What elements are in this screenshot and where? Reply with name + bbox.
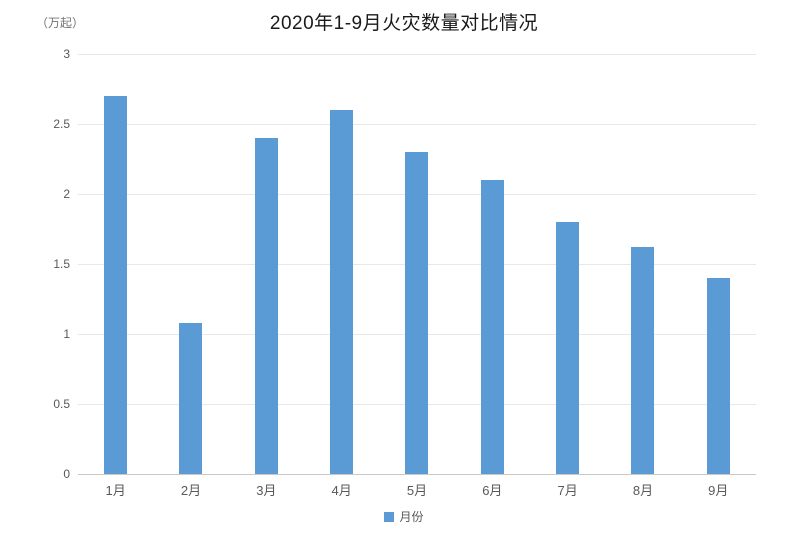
legend-series-label: 月份 [399, 510, 424, 524]
bar [104, 96, 128, 474]
x-tick-label: 6月 [482, 483, 503, 498]
bar-slot-6月 [455, 54, 530, 474]
gridline [78, 124, 756, 125]
x-tick-label: 9月 [708, 483, 729, 498]
legend-swatch-icon [384, 511, 395, 522]
bar [556, 222, 580, 474]
y-axis-unit-label: （万起） [36, 16, 85, 30]
y-axis-tick-labels: 0 0.5 1 1.5 2 2.5 3 [0, 47, 70, 481]
bar-slot-4月 [304, 54, 379, 474]
bar [480, 180, 504, 474]
bar [405, 152, 429, 474]
chart-title: 2020年1-9月火灾数量对比情况 [269, 13, 539, 34]
y-tick-label: 1.5 [53, 257, 70, 271]
x-tick-label: 1月 [105, 483, 126, 498]
y-tick-label: 3 [63, 47, 70, 61]
x-tick-label: 4月 [331, 483, 352, 498]
y-tick-label: 0 [63, 467, 70, 481]
plot-area [78, 54, 756, 475]
x-tick-label: 5月 [406, 483, 428, 498]
legend: 月份 [0, 508, 808, 525]
y-tick-label: 2.5 [53, 117, 70, 131]
bar-slot-2月 [153, 54, 228, 474]
bar [631, 247, 655, 474]
y-tick-label: 1 [63, 327, 70, 341]
y-tick-label: 2 [63, 187, 70, 201]
x-tick-label: 8月 [632, 483, 654, 498]
gridline [78, 54, 756, 55]
bar-slot-5月 [379, 54, 454, 474]
bar-slot-8月 [605, 54, 680, 474]
bar-slot-3月 [229, 54, 304, 474]
bar-slot-1月 [78, 54, 153, 474]
bar-slot-7月 [530, 54, 605, 474]
x-axis-tick-labels: 1月 2月 3月 4月 5月 6月 7月 8月 9月 [78, 480, 756, 499]
bar [254, 138, 278, 474]
bar [179, 322, 203, 474]
x-tick-label: 3月 [256, 483, 277, 498]
x-axis-line [78, 474, 756, 475]
bar-series [78, 54, 756, 474]
bar [330, 110, 354, 474]
bar [706, 278, 730, 474]
x-tick-label: 7月 [557, 483, 578, 498]
y-tick-label: 0.5 [53, 397, 70, 411]
x-tick-label: 2月 [180, 483, 202, 498]
bar-slot-9月 [681, 54, 756, 474]
